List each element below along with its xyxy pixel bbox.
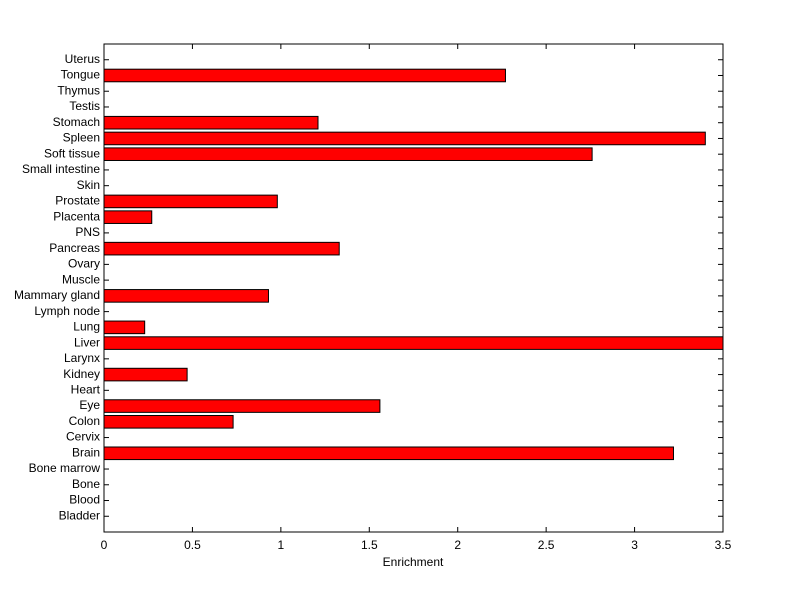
y-tick-label: Bone [72,477,100,491]
bar [103,367,188,382]
y-tick-label: Testis [69,99,100,113]
y-tick-label: Mammary gland [14,288,100,302]
y-tick-label: Cervix [66,430,100,444]
y-tick-label: Prostate [55,194,100,208]
y-tick-label: Skin [77,178,100,192]
bar [103,194,278,209]
y-tick-label: Liver [74,335,100,349]
x-tick-label: 2 [454,538,461,552]
bar [103,68,506,83]
y-tick-label: Heart [71,382,101,396]
y-tick-label: Placenta [53,209,100,223]
x-tick-label: 2.5 [538,538,555,552]
y-tick-label: Ovary [68,257,100,271]
x-tick-label: 3 [631,538,638,552]
y-tick-label: Bone marrow [29,461,101,475]
bar [103,289,269,303]
bar [103,210,153,224]
bar [103,446,674,461]
bar [103,115,319,130]
plot-frame [103,43,724,533]
y-tick-label: Small intestine [22,162,100,176]
y-tick-label: Brain [72,445,100,459]
bar [103,415,234,429]
y-tick-label: Tongue [61,68,101,82]
y-tick-label: Spleen [63,131,100,145]
bar [103,241,340,256]
y-tick-label: Stomach [53,115,100,129]
y-tick-label: Bladder [59,508,100,522]
bar [103,131,706,146]
x-tick-label: 0.5 [184,538,201,552]
y-tick-label: Kidney [63,367,100,381]
y-tick-label: Blood [69,493,100,507]
y-tick-label: Larynx [64,351,100,365]
bar [103,336,724,350]
y-tick-label: Soft tissue [44,146,100,160]
y-tick-label: Lymph node [34,304,100,318]
bar [103,147,593,161]
x-axis-label: Enrichment [383,555,444,569]
y-tick-label: Thymus [57,83,100,97]
y-tick-label: Lung [73,320,100,334]
x-tick-label: 0 [101,538,108,552]
x-tick-label: 1.5 [361,538,378,552]
y-tick-label: Eye [79,398,100,412]
bar [103,320,146,335]
y-tick-label: Uterus [65,52,100,66]
x-tick-label: 1 [278,538,285,552]
y-tick-label: PNS [75,225,100,239]
y-tick-label: Pancreas [49,241,100,255]
y-tick-label: Muscle [62,272,100,286]
bar [103,399,381,413]
x-tick-label: 3.5 [715,538,732,552]
y-tick-label: Colon [69,414,100,428]
